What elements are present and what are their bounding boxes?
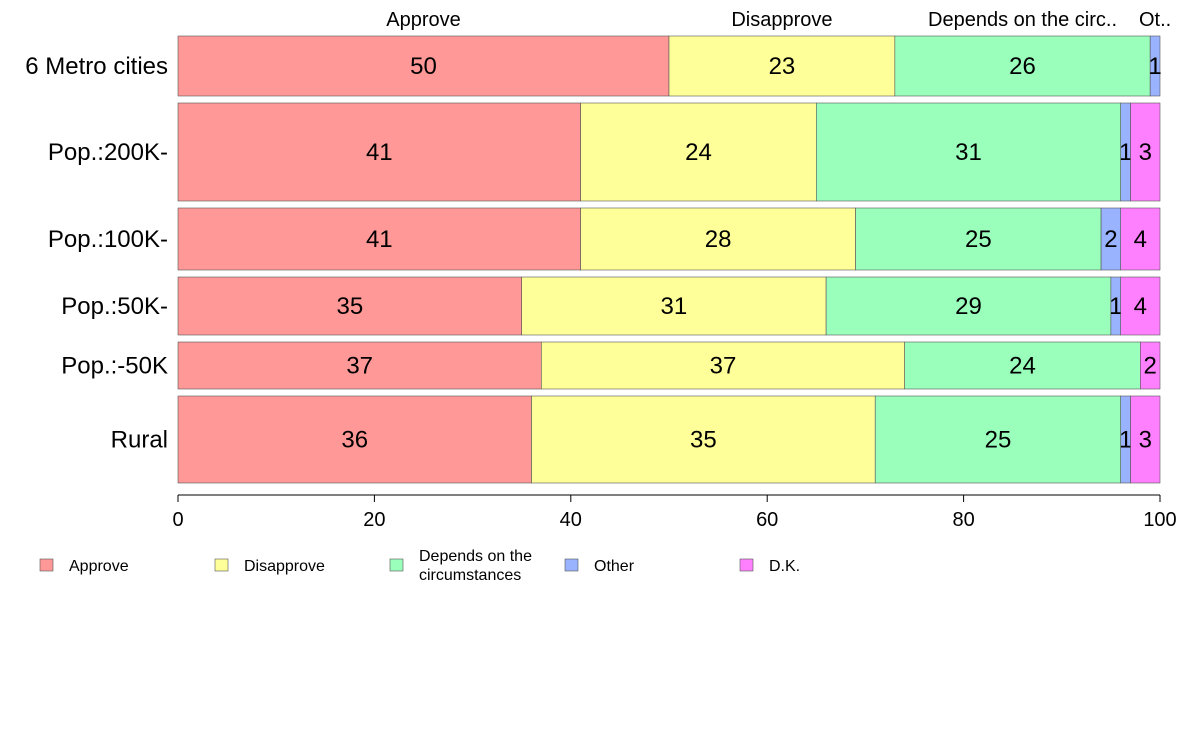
x-tick-label-80: 80 xyxy=(952,509,974,531)
data-label-rural-depends-on-the-circumstances: 25 xyxy=(985,427,1012,454)
data-label-6-metro-cities-disapprove: 23 xyxy=(769,53,796,80)
legend: Approve Disapprove Depends on the circumsta… xyxy=(39,548,800,584)
legend-swatch-disapprove xyxy=(214,558,229,572)
category-label-pop-100k: Pop.:100K- xyxy=(48,226,168,253)
bar-pop-200k-disapprove xyxy=(580,102,817,202)
legend-swatch-approve xyxy=(39,558,54,572)
category-label-6-metro-cities: 6 Metro cities xyxy=(25,53,168,80)
x-tick-label-60: 60 xyxy=(756,509,778,531)
bar-pop-200k-d-k xyxy=(1130,102,1161,202)
legend-label-other: Other xyxy=(594,558,635,575)
data-label-pop-100k-depends-on-the-circumstances: 25 xyxy=(965,226,992,253)
category-label-pop-50k: Pop.:50K- xyxy=(61,293,168,320)
bar-pop-50k-d-k xyxy=(1140,341,1161,390)
legend-label-d-k: D.K. xyxy=(769,558,800,575)
data-label-pop-200k-depends-on-the-circumstances: 31 xyxy=(955,139,982,166)
category-label-rural: Rural xyxy=(111,427,168,454)
legend-label-approve: Approve xyxy=(69,558,129,575)
x-tick-label-0: 0 xyxy=(172,509,183,531)
data-label-pop-50k-disapprove: 37 xyxy=(710,353,737,380)
x-tick-label-40: 40 xyxy=(560,509,582,531)
bar-pop-50k-approve xyxy=(177,341,542,390)
data-label-pop-200k-disapprove: 24 xyxy=(685,139,712,166)
data-label-6-metro-cities-depends-on-the-circumstances: 26 xyxy=(1009,53,1036,80)
bar-pop-100k-disapprove xyxy=(580,207,856,271)
data-label-pop-100k-d-k: 4 xyxy=(1134,226,1147,253)
x-axis: 0 20 40 60 80 100 xyxy=(172,494,1177,531)
x-tick-label-20: 20 xyxy=(363,509,385,531)
top-label-other: Ot.. xyxy=(1139,9,1171,31)
bar-6-metro-cities-other xyxy=(1149,35,1161,97)
bar-pop-50k-approve xyxy=(177,276,523,336)
data-label-pop-50k-other: 1 xyxy=(1109,293,1122,320)
data-label-pop-50k-depends-on-the-circumstances: 24 xyxy=(1009,353,1036,380)
category-label-pop-200k: Pop.:200K- xyxy=(48,139,168,166)
legend-swatch-d-k xyxy=(739,558,754,572)
bars: 50 23 26 141 24 31 1 341 28 25 2 435 31 29 1 437 37 24 236… xyxy=(177,35,1162,484)
data-label-pop-100k-disapprove: 28 xyxy=(705,226,732,253)
data-label-pop-200k-approve: 41 xyxy=(366,139,393,166)
data-label-6-metro-cities-approve: 50 xyxy=(410,53,437,80)
data-label-pop-50k-disapprove: 31 xyxy=(661,293,688,320)
data-label-pop-200k-other: 1 xyxy=(1119,139,1132,166)
category-labels: 6 Metro cities Pop.:200K- Pop.:100K- Pop.:5… xyxy=(25,53,168,454)
data-label-pop-200k-d-k: 3 xyxy=(1139,139,1152,166)
series-top-labels: Approve Disapprove Depends on the circ.. Ot… xyxy=(386,9,1171,31)
legend-swatch-depends-on-the-circumstances xyxy=(389,558,404,572)
bar-pop-50k-depends-on-the-circumstances xyxy=(825,276,1112,336)
category-label-pop-50k: Pop.:-50K xyxy=(61,353,168,380)
bar-pop-200k-depends-on-the-circumstances xyxy=(815,102,1122,202)
legend-label-disapprove: Disapprove xyxy=(244,558,325,575)
bar-pop-200k-approve xyxy=(177,102,581,202)
bar-pop-50k-d-k xyxy=(1120,276,1161,336)
data-label-pop-100k-other: 2 xyxy=(1104,226,1117,253)
data-label-pop-50k-approve: 35 xyxy=(336,293,363,320)
data-label-6-metro-cities-other: 1 xyxy=(1148,53,1161,80)
bar-6-metro-cities-depends-on-the-circumstances xyxy=(894,35,1151,97)
data-label-pop-50k-approve: 37 xyxy=(346,353,373,380)
data-label-rural-d-k: 3 xyxy=(1139,427,1152,454)
legend-swatch-other xyxy=(564,558,579,572)
bar-6-metro-cities-disapprove xyxy=(668,35,896,97)
data-label-pop-50k-d-k: 4 xyxy=(1134,293,1147,320)
bar-6-metro-cities-approve xyxy=(177,35,670,97)
bar-pop-100k-d-k xyxy=(1120,207,1161,271)
bar-rural-depends-on-the-circumstances xyxy=(874,395,1122,484)
data-label-rural-other: 1 xyxy=(1119,427,1132,454)
data-label-pop-100k-approve: 41 xyxy=(366,226,393,253)
top-label-depends-on-the-circumstances: Depends on the circ.. xyxy=(928,9,1117,31)
bar-rural-d-k xyxy=(1130,395,1161,484)
bar-pop-50k-disapprove xyxy=(541,341,905,390)
data-label-rural-disapprove: 35 xyxy=(690,427,717,454)
data-label-pop-50k-depends-on-the-circumstances: 29 xyxy=(955,293,982,320)
top-label-disapprove: Disapprove xyxy=(731,9,832,31)
data-label-pop-50k-d-k: 2 xyxy=(1144,353,1157,380)
bar-pop-50k-depends-on-the-circumstances xyxy=(904,341,1141,390)
data-label-rural-approve: 36 xyxy=(341,427,368,454)
bar-rural-disapprove xyxy=(531,395,876,484)
bar-pop-100k-depends-on-the-circumstances xyxy=(855,207,1102,271)
bar-rural-approve xyxy=(177,395,532,484)
legend-label-depends-on-the-circumstances: Depends on the circumstances xyxy=(419,548,532,584)
bar-pop-50k-disapprove xyxy=(521,276,827,336)
x-tick-label-100: 100 xyxy=(1143,509,1176,531)
top-label-approve: Approve xyxy=(386,9,461,31)
